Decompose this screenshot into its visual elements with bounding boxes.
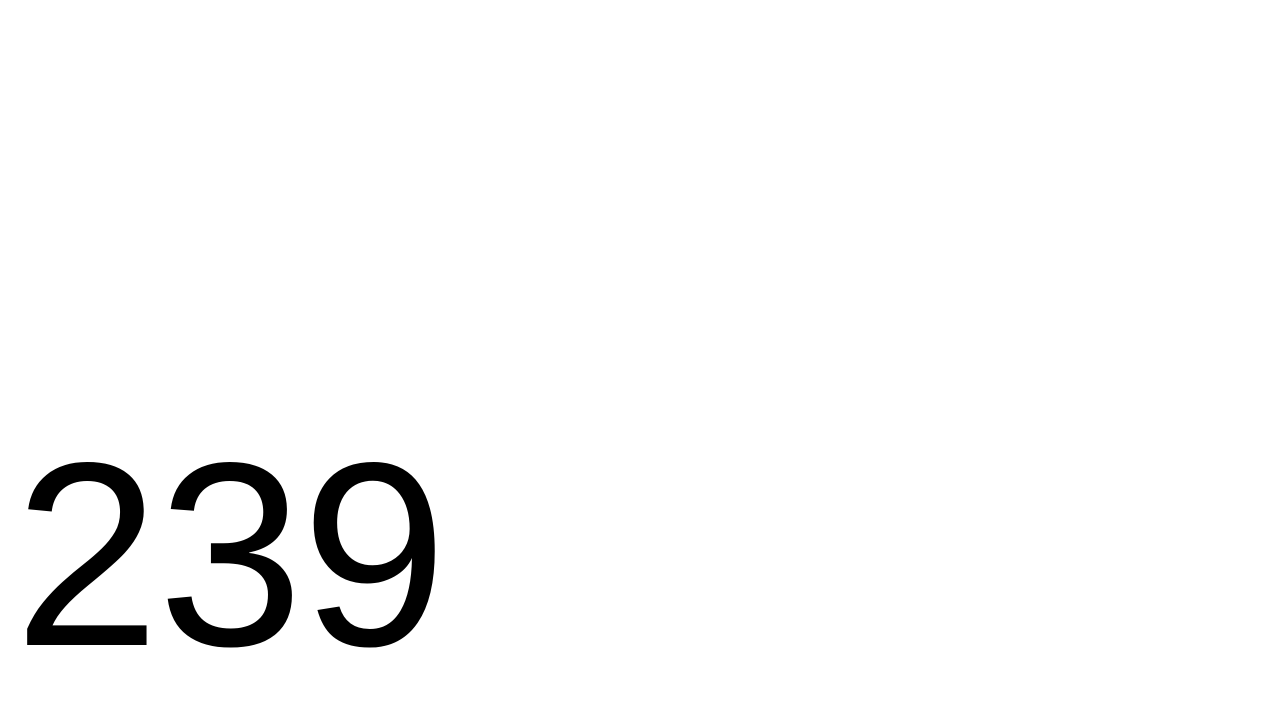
large-number-display: 239 — [14, 408, 447, 701]
